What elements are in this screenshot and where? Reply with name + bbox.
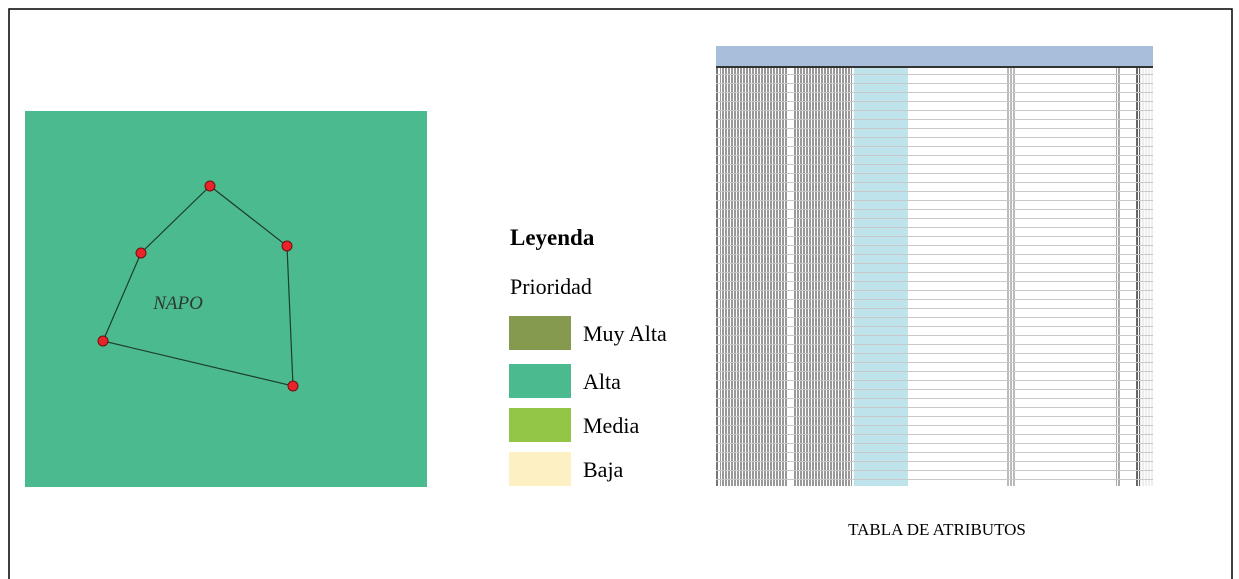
legend-label: Baja [583, 457, 624, 482]
vertex [136, 248, 146, 258]
legend-title: Leyenda [510, 225, 595, 250]
legend-label: Muy Alta [583, 321, 667, 346]
map-area [25, 111, 427, 487]
vertex [282, 241, 292, 251]
figure: NAPO Leyenda Prioridad Muy Alta Alta Media… [0, 0, 1239, 579]
attribute-table-header [716, 46, 1153, 68]
legend-swatch [509, 408, 571, 442]
legend-swatch [509, 316, 571, 350]
legend-label: Media [583, 413, 639, 438]
legend-label: Alta [583, 369, 621, 394]
legend-swatch [509, 364, 571, 398]
vertex [205, 181, 215, 191]
vertex [288, 381, 298, 391]
attribute-table [716, 46, 1153, 486]
table-caption: TABLA DE ATRIBUTOS [848, 520, 1026, 539]
vertex [98, 336, 108, 346]
legend-subtitle: Prioridad [510, 274, 592, 299]
legend-swatch [509, 452, 571, 486]
map-label: NAPO [152, 293, 203, 314]
legend-items: Muy Alta Alta Media Baja [509, 316, 667, 486]
